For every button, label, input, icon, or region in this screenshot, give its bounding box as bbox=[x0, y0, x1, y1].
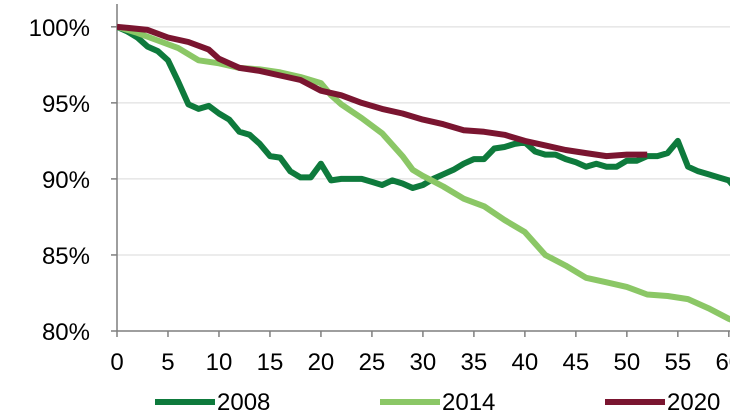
y-tick-label: 100% bbox=[29, 15, 90, 42]
x-tick-label: 35 bbox=[461, 349, 488, 376]
series-line-2008 bbox=[117, 24, 730, 191]
x-tick-label: 45 bbox=[563, 349, 590, 376]
legend: 2008 2014 2020 bbox=[155, 389, 720, 412]
y-tick-label: 80% bbox=[42, 319, 90, 346]
y-tick-label: 85% bbox=[42, 243, 90, 270]
legend-label-2008: 2008 bbox=[217, 389, 270, 412]
x-tick-label: 40 bbox=[512, 349, 539, 376]
x-tick-label: 55 bbox=[664, 349, 691, 376]
x-tick-label: 50 bbox=[613, 349, 640, 376]
x-tick-label: 25 bbox=[359, 349, 386, 376]
y-tick-label: 90% bbox=[42, 167, 90, 194]
y-tick-labels: 100% 95% 90% 85% 80% bbox=[29, 15, 90, 346]
x-tick-label: 5 bbox=[161, 349, 174, 376]
axes bbox=[111, 4, 730, 337]
x-tick-label: 20 bbox=[308, 349, 335, 376]
x-tick-label: 60 bbox=[715, 349, 730, 376]
legend-label-2014: 2014 bbox=[442, 389, 495, 412]
y-tick-label: 95% bbox=[42, 91, 90, 118]
x-tick-label: 10 bbox=[206, 349, 233, 376]
x-tick-labels: 05101520253035404550556065 bbox=[110, 349, 730, 376]
x-tick-label: 15 bbox=[257, 349, 284, 376]
series-lines bbox=[117, 23, 730, 323]
series-line-2020 bbox=[117, 23, 648, 160]
x-tick-label: 30 bbox=[410, 349, 437, 376]
x-tick-label: 0 bbox=[110, 349, 123, 376]
series-line-2014 bbox=[117, 23, 730, 323]
legend-label-2020: 2020 bbox=[667, 389, 720, 412]
